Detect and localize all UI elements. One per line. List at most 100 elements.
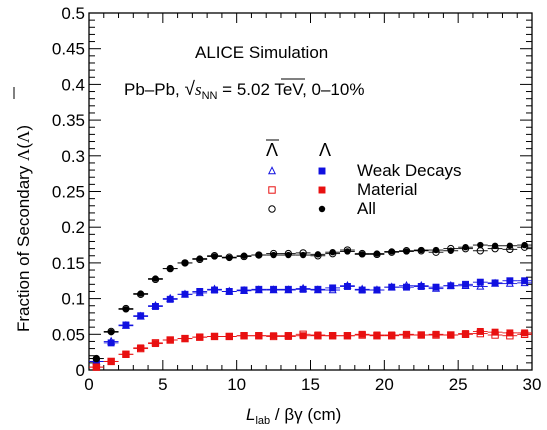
data-point — [225, 332, 233, 340]
data-point — [152, 340, 159, 348]
y-tick-label: 0.45 — [52, 40, 85, 59]
data-point — [403, 248, 410, 255]
data-point — [343, 332, 351, 340]
data-point — [506, 329, 514, 337]
data-point — [403, 330, 410, 338]
data-point — [270, 251, 277, 259]
data-point — [299, 251, 307, 259]
data-point — [373, 250, 381, 257]
data-point — [255, 251, 263, 259]
legend-label-material: Material — [357, 180, 417, 199]
data-point — [137, 344, 145, 352]
data-point — [137, 290, 144, 297]
data-point — [122, 321, 130, 329]
data-point — [462, 243, 469, 251]
data-point — [181, 259, 189, 267]
data-point — [329, 332, 337, 340]
data-point — [107, 328, 115, 336]
data-point — [226, 254, 233, 262]
data-point — [196, 333, 204, 341]
data-point — [491, 242, 499, 249]
data-point — [403, 283, 410, 291]
data-point — [447, 331, 455, 339]
data-point — [196, 288, 204, 295]
data-points — [89, 241, 532, 371]
data-point — [447, 282, 455, 290]
data-point — [211, 253, 218, 260]
legend: Λ Λ Weak Decays Material All — [266, 139, 462, 218]
data-point — [240, 286, 248, 294]
data-point — [462, 280, 470, 288]
y-tick-label: 0.25 — [52, 183, 85, 202]
data-point — [521, 241, 528, 249]
data-point — [255, 332, 263, 340]
legend-label-weak-decays: Weak Decays — [357, 161, 462, 180]
data-point — [166, 295, 174, 303]
data-point — [255, 285, 263, 293]
data-point — [314, 251, 322, 258]
data-point — [181, 335, 189, 343]
x-tick-label: 20 — [375, 375, 394, 394]
data-point — [432, 283, 440, 291]
data-point — [388, 331, 396, 339]
data-point — [476, 281, 485, 290]
data-point — [343, 283, 351, 290]
data-point — [270, 332, 278, 340]
data-point — [137, 312, 145, 320]
data-point — [122, 350, 130, 358]
data-point — [491, 279, 499, 287]
data-point — [476, 327, 484, 335]
data-point — [152, 303, 159, 310]
svg-text:Fraction of Secondary Λ(Λ): Fraction of Secondary Λ(Λ) — [14, 125, 33, 332]
data-point — [418, 246, 425, 254]
x-tick-label: 30 — [523, 375, 542, 394]
data-point — [373, 331, 381, 339]
data-point — [167, 265, 174, 272]
data-point — [284, 285, 292, 293]
y-tick-label: 0.3 — [61, 147, 85, 166]
y-tick-label: 0.1 — [61, 290, 85, 309]
legend-label-all: All — [357, 199, 376, 218]
data-point — [107, 339, 115, 347]
data-point — [211, 286, 218, 294]
x-tick-label: 0 — [84, 375, 93, 394]
series-lambda-weak — [89, 277, 532, 365]
legend-lambda-weak-marker — [318, 167, 326, 175]
x-axis-title: Llab / βγ (cm) — [246, 405, 341, 427]
data-point — [181, 290, 189, 298]
legend-antilambda-weak-marker — [267, 166, 277, 175]
data-point — [358, 286, 366, 294]
data-point — [196, 255, 203, 262]
data-point — [299, 285, 307, 293]
data-point — [314, 285, 322, 293]
axis-ticks: 0 5 10 15 20 25 30 0 0.05 0.1 0.15 0.2 0.25 0.3 0.35 0.… — [52, 4, 542, 394]
data-point — [93, 355, 100, 362]
series-lambda-all — [89, 241, 532, 362]
data-point — [373, 286, 381, 294]
data-point — [506, 242, 514, 249]
data-point — [358, 330, 366, 338]
y-tick-label: 0.15 — [52, 254, 85, 273]
data-point — [491, 328, 499, 336]
data-point — [152, 275, 159, 282]
annotation-title: ALICE Simulation — [195, 43, 328, 62]
data-point — [521, 277, 529, 285]
data-point — [417, 331, 425, 339]
legend-lambda-material-marker — [318, 186, 326, 194]
legend-antilambda-material-marker — [268, 186, 276, 194]
data-point — [240, 332, 248, 340]
y-axis-title: Fraction of Secondary Λ(Λ) — [13, 87, 33, 332]
data-point — [329, 284, 337, 292]
y-tick-label: 0.2 — [61, 218, 85, 237]
x-tick-label: 15 — [301, 375, 320, 394]
series-antilambda-weak — [89, 278, 532, 365]
y-tick-label: 0.35 — [52, 111, 85, 130]
data-point — [447, 247, 454, 254]
data-point — [284, 332, 292, 340]
legend-antilambda-header: Λ — [266, 140, 278, 160]
legend-markers — [267, 166, 326, 213]
data-point — [388, 248, 395, 255]
data-point — [462, 330, 470, 338]
y-tick-label: 0 — [76, 361, 85, 380]
